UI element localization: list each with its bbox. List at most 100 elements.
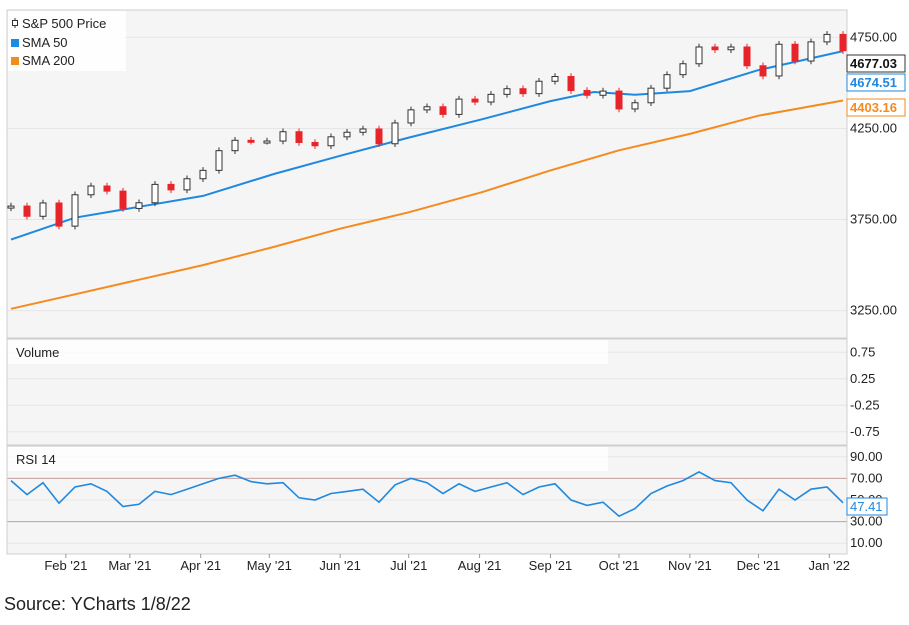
price-panel	[7, 10, 847, 338]
volume-y-tick-label: -0.75	[850, 424, 880, 439]
source-note: Source: YCharts 1/8/22	[4, 594, 191, 614]
volume-y-axis: 0.75 0.25 -0.25 -0.75	[850, 344, 880, 439]
legend-sma200-label: SMA 200	[22, 53, 75, 68]
price-candle	[103, 182, 111, 195]
candlestick-icon	[12, 18, 18, 28]
price-candle	[743, 43, 751, 70]
price-candle	[695, 43, 703, 68]
legend-box	[8, 11, 126, 71]
volume-y-tick-label: 0.25	[850, 371, 875, 386]
rsi-title: RSI 14	[16, 452, 56, 467]
rsi-line	[10, 470, 844, 518]
price-candle	[295, 128, 303, 146]
price-candle	[711, 43, 719, 54]
price-candle	[727, 43, 735, 54]
rsi-y-tick-label: 10.00	[850, 535, 883, 550]
price-candle	[423, 103, 431, 114]
price-candle	[151, 181, 159, 207]
price-candle	[263, 137, 271, 145]
price-candle	[279, 128, 287, 145]
rsi-gridlines	[7, 456, 847, 544]
last-rsi-value: 47.41	[850, 499, 883, 514]
price-candle	[359, 125, 367, 136]
last-sma200-value: 4403.16	[850, 100, 897, 115]
price-candle	[215, 147, 223, 174]
volume-y-tick-label: -0.25	[850, 397, 880, 412]
price-candle	[567, 73, 575, 94]
price-candle	[71, 191, 79, 230]
legend-sma50: SMA 50	[11, 35, 68, 50]
last-rsi-badge: 47.41	[846, 497, 888, 516]
x-tick-label: Jan '22	[809, 558, 851, 573]
x-tick-label: Aug '21	[458, 558, 502, 573]
price-candle	[23, 202, 31, 220]
x-tick-label: Apr '21	[180, 558, 221, 573]
x-tick-label: Feb '21	[44, 558, 87, 573]
x-tick-label: Jul '21	[390, 558, 427, 573]
price-y-tick-label: 4250.00	[850, 120, 897, 135]
price-candle	[599, 87, 607, 99]
price-candle	[439, 103, 447, 118]
legend-sma50-swatch	[11, 39, 19, 47]
rsi-y-tick-label: 90.00	[850, 449, 883, 464]
x-axis: Feb '21 Mar '21 Apr '21 May '21 Jun '21 Jul '…	[44, 554, 850, 573]
price-candle	[487, 91, 495, 106]
price-candle	[135, 199, 143, 212]
price-candle	[535, 77, 543, 97]
price-y-tick-label: 3250.00	[850, 303, 897, 318]
price-candle	[615, 87, 623, 113]
price-candle	[807, 38, 815, 65]
price-candle	[119, 187, 127, 212]
rsi-y-tick-label: 70.00	[850, 470, 883, 485]
legend-price: S&P 500 Price	[12, 16, 106, 31]
price-candle	[231, 137, 239, 154]
price-y-axis: 4750.00 4250.00 3750.00 3250.00	[850, 29, 897, 317]
price-candle	[55, 199, 63, 230]
price-candle	[823, 31, 831, 46]
x-tick-label: May '21	[247, 558, 292, 573]
price-y-tick-label: 4750.00	[850, 29, 897, 44]
sma200-line	[10, 99, 844, 310]
x-tick-label: Sep '21	[529, 558, 573, 573]
volume-y-tick-label: 0.75	[850, 344, 875, 359]
price-candle	[327, 133, 335, 150]
rsi-y-tick-label: 30.00	[850, 514, 883, 529]
price-candle	[679, 60, 687, 78]
price-candles	[7, 31, 847, 230]
price-candle	[839, 31, 847, 54]
x-tick-label: Nov '21	[668, 558, 712, 573]
price-candle	[375, 125, 383, 148]
legend-sma200-swatch	[11, 57, 19, 65]
price-candle	[551, 73, 559, 85]
price-candle	[199, 167, 207, 183]
volume-panel-border	[6, 338, 848, 446]
last-sma50-value: 4674.51	[850, 75, 897, 90]
legend-sma50-label: SMA 50	[22, 35, 68, 50]
volume-title-box	[8, 340, 608, 364]
x-tick-label: Mar '21	[108, 558, 151, 573]
price-candle	[455, 95, 463, 118]
chart: S&P 500 Price SMA 50 SMA 200 Volume RSI …	[6, 9, 906, 573]
price-candle	[647, 84, 655, 107]
price-candle	[503, 85, 511, 98]
price-candle	[39, 199, 47, 220]
price-candle	[183, 175, 191, 194]
last-price-value: 4677.03	[850, 56, 897, 71]
price-candle	[775, 40, 783, 80]
rsi-title-box	[8, 447, 608, 471]
price-candle	[471, 95, 479, 106]
price-candle	[407, 106, 415, 127]
last-sma50-badge: 4674.51	[846, 73, 906, 92]
legend-price-label: S&P 500 Price	[22, 16, 106, 31]
price-candle	[343, 128, 351, 141]
price-candle	[247, 137, 255, 145]
price-candle	[791, 40, 799, 65]
last-sma200-badge: 4403.16	[846, 98, 906, 117]
x-tick-label: Oct '21	[599, 558, 640, 573]
legend-sma200: SMA 200	[11, 53, 75, 68]
price-candle	[583, 87, 591, 99]
price-candle	[7, 202, 15, 212]
price-candle	[663, 71, 671, 92]
price-candle	[631, 99, 639, 113]
